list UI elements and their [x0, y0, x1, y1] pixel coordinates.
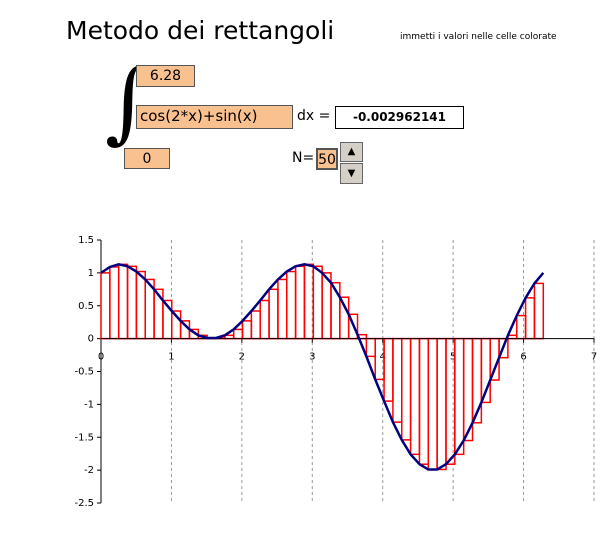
- lower-cell[interactable]: 0: [124, 148, 170, 169]
- rectangle: [100, 272, 111, 340]
- rectangle: [241, 320, 253, 340]
- rectangle: [401, 337, 412, 441]
- rectangle: [286, 270, 297, 340]
- rectangle: [294, 265, 306, 340]
- rectangle: [383, 337, 394, 402]
- rectangle: [117, 263, 129, 340]
- n-cell[interactable]: 50: [316, 148, 338, 170]
- rectangle: [436, 337, 447, 471]
- rectangle: [392, 337, 403, 423]
- y-tick-label: 1: [88, 268, 94, 279]
- y-tick-label: -1.5: [74, 432, 94, 443]
- x-tick-label: 1: [168, 352, 174, 363]
- rectangle: [312, 265, 323, 340]
- n-label: N=: [292, 150, 315, 166]
- x-tick-label: 3: [309, 352, 315, 363]
- y-tick-label: 0: [88, 334, 94, 345]
- dx-label: dx =: [297, 108, 331, 124]
- rectangle: [259, 299, 270, 340]
- function-line: [100, 263, 545, 471]
- x-tick-label: 5: [450, 352, 456, 363]
- y-tick-label: 1.5: [78, 235, 94, 246]
- title: Metodo dei rettangoli: [66, 16, 335, 45]
- note: immetti i valori nelle celle colorate: [400, 32, 557, 42]
- y-tick-label: 0.5: [78, 301, 94, 312]
- rectangle: [418, 337, 430, 465]
- rectangle: [533, 282, 545, 340]
- rectangle: [409, 337, 421, 456]
- rectangle: [135, 270, 146, 340]
- x-tick-label: 7: [591, 352, 597, 363]
- x-tick-label: 6: [520, 352, 526, 363]
- y-tick-label: -2: [84, 465, 94, 476]
- y-tick-label: -0.5: [74, 367, 94, 378]
- spin-up[interactable]: ▲: [340, 142, 363, 162]
- rectangle: [268, 288, 279, 340]
- rectangle: [365, 337, 376, 358]
- result-cell: -0.002962141: [335, 106, 464, 129]
- y-tick-label: -2.5: [74, 498, 94, 509]
- function-cell[interactable]: cos(2*x)+sin(x): [136, 105, 293, 129]
- x-tick-label: 4: [380, 352, 386, 363]
- rectangle: [427, 337, 438, 471]
- x-tick-label: 2: [239, 352, 245, 363]
- rectangle: [250, 310, 261, 340]
- rectangle: [126, 265, 138, 340]
- rectangle: [524, 297, 536, 340]
- rectangle: [516, 314, 527, 340]
- rectangle: [109, 266, 120, 340]
- spin-down[interactable]: ▼: [340, 163, 363, 184]
- rectangle: [277, 278, 288, 340]
- rectangle: [232, 328, 244, 340]
- upper-cell[interactable]: 6.28: [136, 65, 195, 87]
- y-tick-label: -1: [84, 399, 94, 410]
